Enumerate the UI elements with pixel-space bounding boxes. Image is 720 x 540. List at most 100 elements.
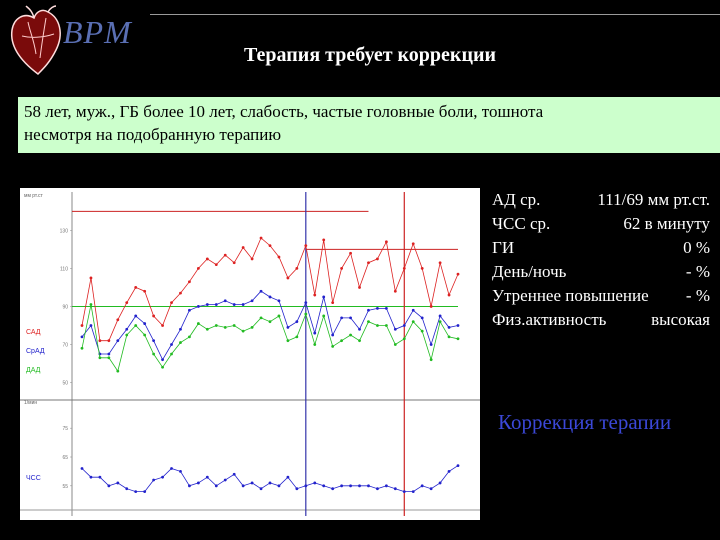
y-tick-label: 50 — [62, 380, 68, 386]
data-point — [170, 352, 173, 356]
data-point — [170, 343, 173, 346]
data-point — [340, 339, 344, 343]
data-point — [438, 481, 442, 485]
data-point — [196, 267, 200, 270]
series-line — [81, 237, 459, 342]
data-point — [89, 324, 93, 327]
data-point — [125, 333, 129, 337]
y-tick-label: 75 — [62, 426, 68, 432]
data-point — [89, 475, 93, 479]
data-point — [456, 272, 460, 276]
data-point — [349, 251, 352, 255]
data-point — [80, 346, 84, 350]
data-point — [286, 339, 290, 343]
data-point — [384, 484, 388, 488]
data-point — [438, 261, 442, 265]
data-point — [196, 481, 200, 485]
data-point — [116, 481, 120, 485]
y-axis-label: 1/мин — [24, 400, 37, 406]
data-point — [268, 481, 272, 485]
data-point — [313, 481, 317, 485]
data-point — [411, 490, 415, 493]
data-point — [340, 267, 344, 270]
data-point — [340, 316, 344, 320]
series-line — [81, 290, 459, 361]
data-point — [358, 484, 361, 488]
data-point — [322, 484, 326, 488]
data-point — [367, 308, 370, 312]
legend-label: СрАД — [26, 348, 45, 355]
data-point — [340, 484, 344, 488]
data-point — [98, 475, 102, 479]
data-point — [241, 246, 245, 249]
data-point — [429, 487, 433, 491]
legend-label: ЧСС — [26, 475, 41, 482]
data-point — [205, 303, 209, 306]
data-point — [223, 325, 227, 329]
data-point — [170, 301, 173, 305]
stat-label: АД ср. — [492, 190, 541, 209]
data-point — [376, 324, 379, 327]
data-point — [134, 286, 138, 289]
data-point — [295, 267, 299, 270]
stat-label: ГИ — [492, 238, 515, 257]
data-point — [349, 316, 352, 320]
data-point — [456, 324, 460, 327]
data-point — [402, 337, 406, 341]
data-point — [223, 478, 227, 482]
data-point — [438, 320, 442, 324]
data-point — [241, 329, 245, 333]
data-point — [179, 341, 182, 344]
top-divider — [150, 14, 720, 15]
stat-value: 0 % — [683, 238, 710, 257]
stat-value: 111/69 мм рт.ст. — [597, 190, 710, 209]
y-tick-label: 70 — [62, 342, 68, 348]
data-point — [179, 291, 182, 295]
data-point — [214, 303, 218, 306]
stat-value: 62 в минуту — [623, 214, 710, 233]
stat-row-activity: Физ.активность высокая — [492, 308, 710, 332]
stat-value: высокая — [651, 310, 710, 329]
data-point — [384, 240, 388, 244]
data-point — [322, 295, 326, 299]
y-tick-label: 130 — [60, 228, 69, 234]
data-point — [232, 324, 236, 327]
data-point — [447, 470, 451, 473]
data-point — [384, 306, 388, 310]
data-point — [259, 289, 263, 293]
data-point — [161, 365, 164, 369]
data-point — [402, 324, 406, 327]
data-point — [447, 325, 451, 329]
stat-row-hr: ЧСС ср. 62 в минуту — [492, 212, 710, 236]
data-point — [250, 299, 254, 303]
data-point — [80, 467, 84, 470]
data-point — [98, 356, 102, 360]
data-point — [447, 293, 451, 297]
data-point — [205, 475, 209, 479]
data-point — [295, 487, 299, 491]
stat-value: - % — [685, 286, 710, 305]
data-point — [232, 303, 236, 306]
data-point — [429, 358, 433, 362]
data-point — [161, 358, 164, 362]
correction-link[interactable]: Коррекция терапии — [498, 410, 672, 434]
data-point — [277, 314, 281, 318]
data-point — [277, 299, 281, 303]
data-point — [179, 327, 182, 331]
data-point — [411, 308, 415, 312]
data-point — [402, 267, 406, 270]
data-point — [205, 257, 209, 261]
data-point — [116, 339, 120, 343]
data-point — [116, 369, 120, 373]
data-point — [295, 335, 299, 339]
data-point — [304, 484, 308, 488]
data-point — [250, 481, 254, 485]
stat-label: Физ.активность — [492, 310, 607, 329]
data-point — [188, 484, 191, 488]
patient-info-line-1: 58 лет, муж., ГБ более 10 лет, слабость,… — [24, 102, 544, 121]
data-point — [241, 303, 245, 306]
data-point — [411, 320, 415, 324]
data-point — [223, 299, 227, 303]
data-point — [322, 238, 326, 242]
data-point — [402, 490, 406, 493]
